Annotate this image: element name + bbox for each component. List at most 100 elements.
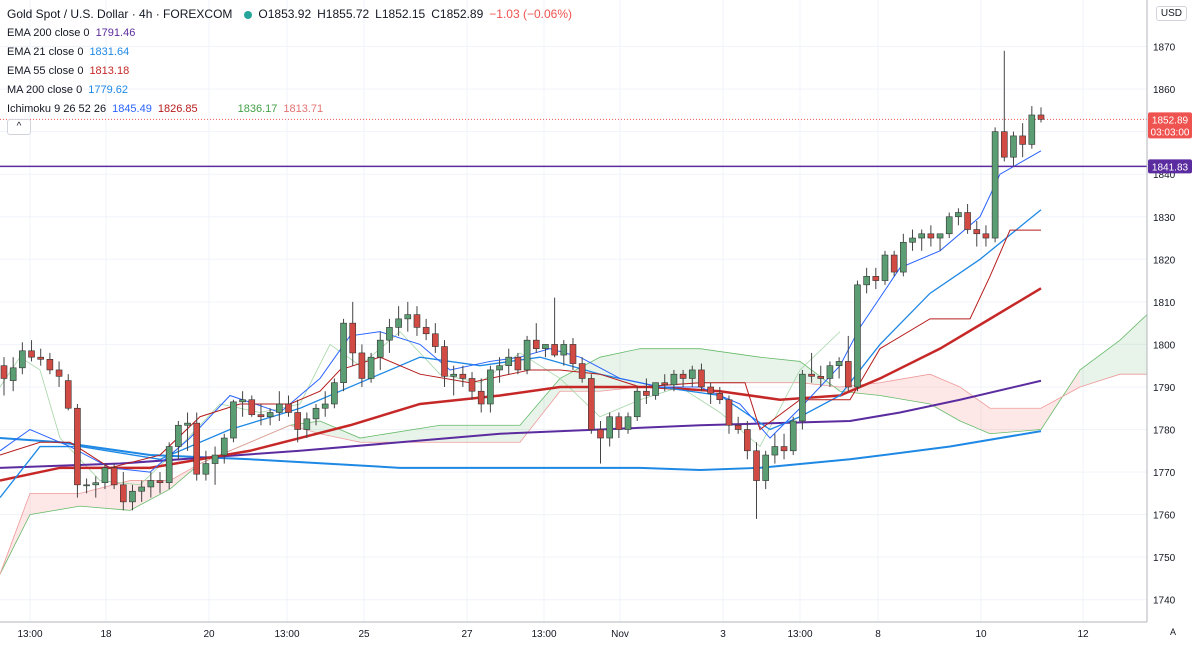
x-tick-label: Nov: [611, 629, 629, 640]
candle-body: [716, 393, 724, 401]
candle-body: [826, 365, 834, 379]
candle: [64, 374, 72, 411]
symbol-title[interactable]: Gold Spot / U.S. Dollar · 4h · FOREXCOM: [7, 7, 233, 21]
candle-body: [927, 233, 935, 239]
candle: [230, 399, 237, 443]
candle-body: [165, 446, 173, 484]
indicator-label: EMA 55 close 0: [7, 65, 84, 77]
candle: [936, 233, 944, 251]
cloud-slice: [80, 480, 130, 511]
candle-body: [771, 446, 779, 456]
candle-body: [175, 424, 182, 447]
candle-body: [220, 437, 228, 456]
indicator-value: 1791.46: [95, 27, 136, 39]
candle-body: [881, 254, 889, 281]
candle-body: [138, 486, 145, 492]
collapse-legend-button[interactable]: ^: [7, 119, 31, 135]
candle: [156, 472, 164, 494]
candle: [441, 340, 448, 387]
candle: [349, 301, 357, 366]
candle: [633, 386, 641, 422]
candle-body: [909, 237, 916, 243]
indicator-label: EMA 200 close 0: [7, 27, 90, 39]
candle: [120, 472, 127, 511]
candle-body: [331, 382, 338, 405]
candle: [624, 412, 632, 434]
candle-body: [1037, 114, 1045, 120]
indicator-ma200[interactable]: MA 200 close 0 1779.62: [7, 83, 134, 97]
conversion-line: [0, 150, 1042, 473]
x-tick-label: 13:00: [531, 629, 556, 640]
candle: [918, 229, 925, 251]
candle-body: [624, 416, 632, 430]
x-tick-label: 8: [875, 629, 881, 640]
indicator-ema55[interactable]: EMA 55 close 0 1813.18: [7, 64, 135, 78]
candle: [285, 395, 292, 417]
indicator-ichimoku[interactable]: Ichimoku 9 26 52 26 1845.49 1826.85 1836.17…: [7, 102, 329, 116]
candle: [505, 348, 513, 375]
cloud-slice: [880, 374, 930, 404]
candle-body: [1028, 114, 1036, 145]
y-tick-label: 1860: [1153, 85, 1176, 96]
candle-body: [542, 344, 549, 349]
candle-body: [725, 399, 733, 426]
candle-body: [688, 369, 696, 379]
indicator-ema200[interactable]: EMA 200 close 0 1791.46: [7, 26, 141, 40]
candle: [578, 357, 586, 383]
candle: [551, 297, 558, 358]
candle-body: [55, 369, 63, 377]
ohlc-open: O1853.92: [258, 7, 312, 21]
candle: [110, 463, 118, 490]
candle: [789, 416, 797, 456]
cloud-slice: [640, 348, 700, 387]
candle: [716, 386, 724, 404]
candle-body: [477, 390, 485, 405]
candle: [459, 365, 467, 387]
candle: [973, 221, 981, 247]
candle-body: [551, 344, 558, 356]
candle-body: [588, 378, 595, 430]
candle: [340, 318, 347, 392]
candle-body: [193, 422, 201, 475]
candle: [652, 382, 659, 400]
candle: [854, 280, 861, 392]
candle: [129, 484, 136, 511]
candle-body: [1010, 135, 1017, 158]
candle-body: [707, 386, 714, 394]
candle: [734, 416, 742, 434]
candle-body: [661, 382, 669, 386]
candle: [276, 391, 283, 422]
x-tick-label: 25: [358, 629, 370, 640]
candle: [28, 340, 35, 362]
candle-body: [19, 350, 26, 369]
base-line: [0, 229, 1041, 469]
candle: [413, 306, 421, 336]
candle: [303, 412, 311, 439]
currency-button[interactable]: USD: [1155, 6, 1187, 21]
candle-body: [789, 420, 797, 452]
x-tick-label: 20: [203, 629, 215, 640]
candle-body: [120, 484, 127, 503]
candle: [844, 335, 852, 392]
y-tick-label: 1810: [1153, 298, 1176, 309]
candle-body: [900, 241, 907, 273]
candle: [202, 450, 210, 481]
candle-body: [1019, 135, 1026, 145]
y-tick-label: 1820: [1153, 255, 1176, 266]
candle: [808, 352, 815, 383]
candle-body: [358, 352, 366, 379]
candle: [523, 335, 531, 375]
candle-body: [285, 403, 292, 413]
ohlc-close: C1852.89: [431, 7, 484, 21]
candle: [835, 357, 843, 379]
y-tick-label: 1790: [1153, 383, 1176, 394]
candle-body: [799, 373, 806, 422]
ichimoku-base-value: 1826.85: [157, 103, 198, 115]
candle-body: [523, 339, 531, 371]
auto-scale-button[interactable]: A: [1169, 627, 1176, 637]
indicator-ema21[interactable]: EMA 21 close 0 1831.64: [7, 45, 135, 59]
candle-body: [230, 401, 237, 439]
candle: [542, 344, 549, 358]
countdown-value: 03:03:00: [1151, 127, 1190, 138]
